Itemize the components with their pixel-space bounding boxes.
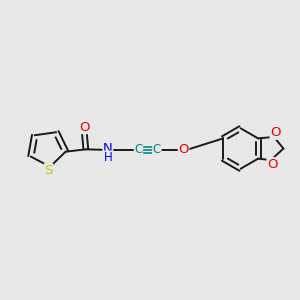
Text: C: C — [153, 143, 161, 156]
Text: O: O — [79, 121, 90, 134]
Text: O: O — [178, 143, 189, 156]
Text: N: N — [103, 142, 113, 155]
Text: O: O — [267, 158, 278, 171]
Text: S: S — [44, 164, 53, 177]
Text: O: O — [270, 126, 280, 139]
Text: H: H — [103, 151, 112, 164]
Text: C: C — [134, 143, 142, 156]
